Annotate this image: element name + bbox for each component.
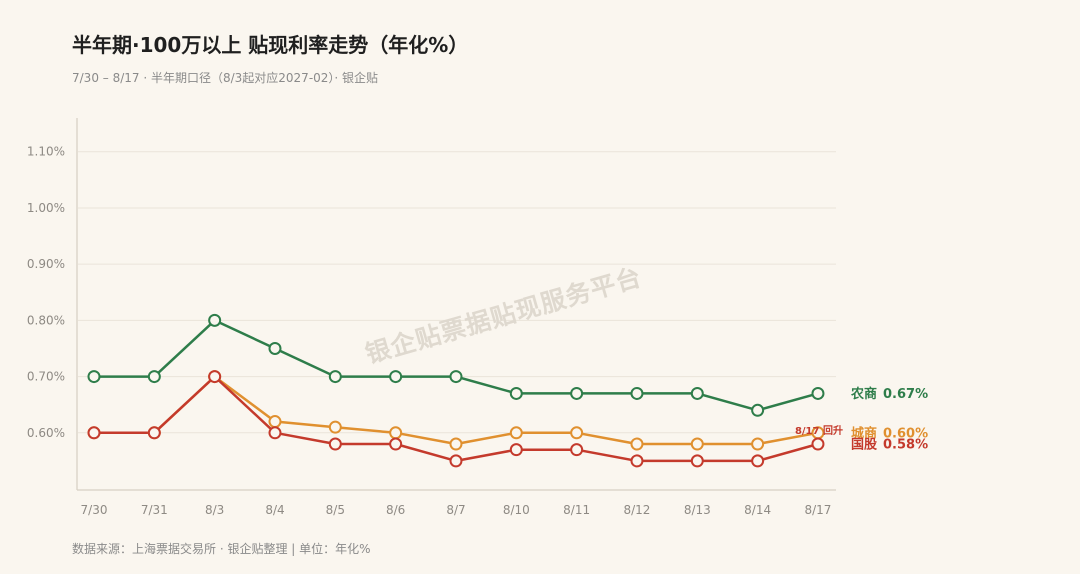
series-points (87, 313, 825, 468)
series-2-point (509, 443, 523, 457)
y-tick-label: 1.00% (27, 201, 65, 215)
watermark-text: 银企贴票据贴现服务平台 (362, 262, 645, 369)
x-tick-label: 8/6 (386, 503, 405, 517)
y-axis-ticks: 0.60% 0.70% 0.80% 0.90% 1.00% 1.10% (27, 145, 65, 440)
x-tick-label: 7/30 (81, 503, 108, 517)
series-3-point (509, 386, 523, 400)
series-2-point (449, 454, 463, 468)
series-1-point (389, 426, 403, 440)
series-1-point (570, 426, 584, 440)
chart-title: 半年期·100万以上 贴现利率走势（年化%） (72, 33, 469, 57)
series-2-point (570, 443, 584, 457)
series-end-value: 0.60% (883, 426, 928, 441)
series-name: 国股 (851, 438, 877, 453)
series-2-point (630, 454, 644, 468)
x-tick-label: 8/7 (446, 503, 465, 517)
series-3-point (389, 370, 403, 384)
series-3-point (690, 386, 704, 400)
series-2-point (690, 454, 704, 468)
series-2-point (328, 437, 342, 451)
series-1-point (449, 437, 463, 451)
x-tick-label: 7/31 (141, 503, 168, 517)
series-3-point (208, 313, 222, 327)
x-tick-label: 8/3 (205, 503, 224, 517)
series-2-point (87, 426, 101, 440)
x-tick-label: 8/12 (623, 503, 650, 517)
x-axis-ticks: 7/30 7/31 8/3 8/4 8/5 8/6 8/7 8/10 8/11 8/12 8/13 8… (81, 503, 832, 517)
y-tick-label: 0.90% (27, 257, 65, 271)
x-tick-label: 8/10 (503, 503, 530, 517)
axes (76, 118, 836, 491)
series-name: 农商 (850, 386, 877, 402)
y-tick-label: 0.80% (27, 313, 65, 327)
x-tick-label: 8/5 (326, 503, 345, 517)
series-name: 城商 (851, 425, 877, 441)
series-3-end-label: 农商 0.67% (850, 386, 928, 402)
series-3-point (449, 370, 463, 384)
x-tick-label: 8/11 (563, 503, 590, 517)
series-1-point (509, 426, 523, 440)
annotation-label: 8/17 回升 (795, 424, 843, 437)
series-2-point (811, 437, 825, 451)
source-footer: 数据来源：上海票据交易所 · 银企贴整理 | 单位：年化% (72, 542, 371, 556)
series-1-end-label: 城商 0.60% (851, 425, 928, 441)
chart-subtitle: 7/30 – 8/17 · 半年期口径（8/3起对应2027-02）· 银企贴 (72, 71, 379, 85)
series-1-point (630, 437, 644, 451)
y-tick-label: 0.60% (27, 426, 65, 440)
series-1-point (690, 437, 704, 451)
series-end-value: 0.67% (883, 387, 928, 402)
series-2-point (208, 370, 222, 384)
y-tick-label: 0.70% (27, 370, 65, 384)
annotations: 8/17 回升 (795, 424, 843, 437)
series-end-labels: 城商 0.60% 国股 0.58% 农商 0.67% (850, 386, 928, 453)
series-2-point (389, 437, 403, 451)
series-2-point (268, 426, 282, 440)
x-tick-label: 8/17 (804, 503, 831, 517)
series-3-point (570, 386, 584, 400)
series-1-point (328, 420, 342, 434)
series-3-point (147, 370, 161, 384)
y-tick-label: 1.10% (27, 145, 65, 159)
gridlines (78, 151, 836, 434)
series-end-value: 0.58% (883, 438, 928, 453)
x-tick-label: 8/14 (744, 503, 771, 517)
x-tick-label: 8/13 (684, 503, 711, 517)
series-3-point (811, 386, 825, 400)
series-3-point (630, 386, 644, 400)
series-3-point (328, 370, 342, 384)
series-2-end-label: 国股 0.58% (851, 438, 928, 453)
x-tick-label: 8/4 (265, 503, 284, 517)
series-2-point (147, 426, 161, 440)
series-2-point (751, 454, 765, 468)
series-3-point (87, 370, 101, 384)
series-1-point (751, 437, 765, 451)
series-3-point (268, 341, 282, 355)
series-3-point (751, 403, 765, 417)
series-1-point (268, 415, 282, 429)
